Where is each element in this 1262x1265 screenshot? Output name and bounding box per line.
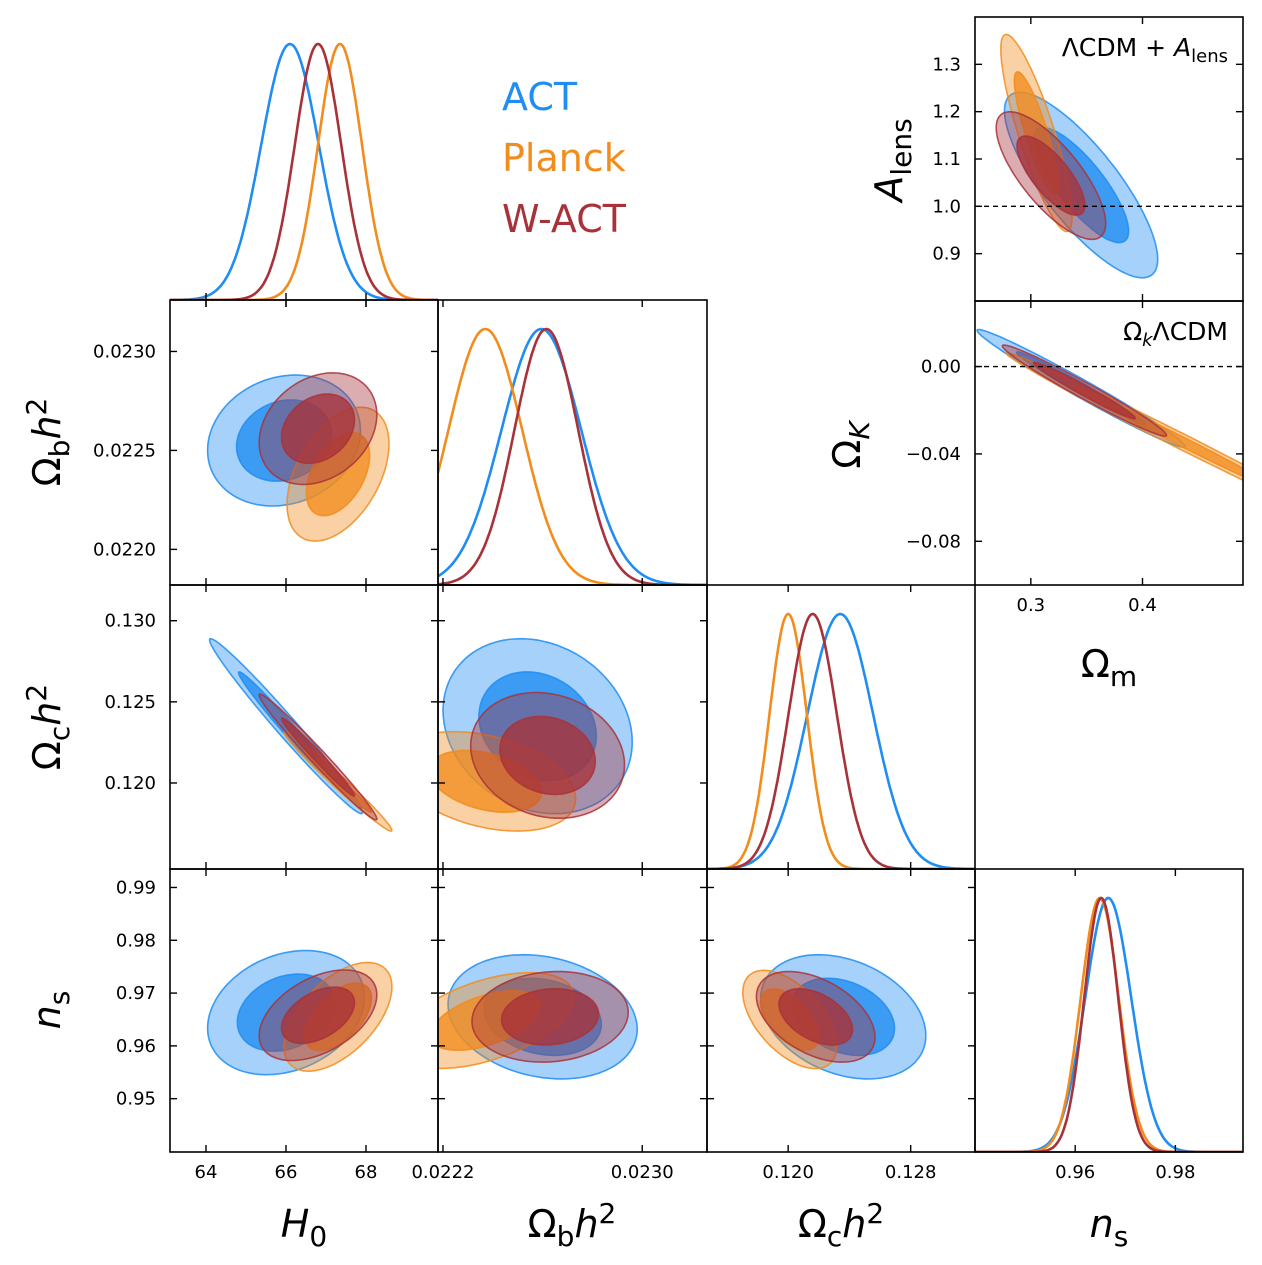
omk-panel-frame [974, 300, 1244, 586]
alens-panel-ytick-label: 0.9 [932, 244, 961, 265]
xlabel-omm: Ωm [1081, 642, 1137, 693]
xlabel-ombh2: Ωbh2 [528, 1197, 617, 1253]
panel-H0-H0-marginal [170, 42, 438, 300]
panel-ns-omch2-xtick-label: 0.120 [762, 1162, 814, 1183]
omk-panel-wact-contour-68 [1032, 361, 1137, 420]
omk-panel-title: ΩkΛCDM [1123, 317, 1228, 351]
panel-ombh2-ombh2-frame [437, 299, 708, 586]
panel-ombh2-ombh2-marginal [438, 327, 707, 585]
ylabel-ombh2: Ωbh2 [20, 398, 76, 487]
ylabel-ns: ns [25, 991, 76, 1030]
panel-ombh2-H0-ytick-label: 0.0225 [93, 440, 156, 461]
alens-panel-contours [995, 33, 1159, 279]
panel-omch2-H0-frame [169, 584, 439, 870]
panel-ns-omch2-contours [741, 953, 927, 1080]
panel-ns-ns-xtick-label: 0.96 [1055, 1162, 1095, 1183]
panel-ns-ns-act-curve [975, 896, 1243, 1152]
alens-panel-ytick-label: 1.3 [932, 54, 961, 75]
legend-wact: W-ACT [502, 197, 627, 241]
xlabel-h0: H0 [281, 1202, 327, 1253]
panel-ns-H0-ytick-label: 0.99 [116, 877, 156, 898]
alens-panel-wact-contour-68 [1016, 135, 1086, 216]
xlabel-ns: ns [1090, 1202, 1129, 1253]
alens-panel-ytick-label: 1.1 [932, 149, 961, 170]
omk-panel-planck-contour-95 [1005, 352, 1243, 482]
panel-omch2-omch2-frame [706, 584, 976, 870]
omk-panel-ytick-label: −0.08 [906, 531, 961, 552]
ylabel-omk: ΩK [825, 419, 876, 469]
omk-panel-xtick-label: 0.4 [1128, 595, 1157, 616]
panel-ns-H0-ytick-label: 0.96 [116, 1036, 156, 1057]
panel-omch2-H0-ytick-label: 0.125 [104, 692, 156, 713]
panel-ns-H0-wact-contour-68 [280, 986, 356, 1045]
panel-ns-ns-planck-curve [975, 896, 1243, 1152]
panel-ns-H0-xtick-label: 66 [275, 1162, 298, 1183]
panel-ns-ns-frame [974, 868, 1244, 1153]
panel-H0-H0-planck-curve [170, 42, 438, 300]
panel-ns-H0-xtick-label: 64 [195, 1162, 218, 1183]
panel-ombh2-H0-wact-contour-68 [280, 393, 356, 464]
panel-ns-ombh2-xtick-label: 0.0230 [611, 1162, 674, 1183]
xlabel-omch2: Ωch2 [798, 1197, 884, 1253]
panel-ombh2-H0-ytick-label: 0.0220 [93, 539, 156, 560]
panel-ns-ns-marginal [975, 896, 1243, 1152]
panel-omch2-H0-wact-contour-68 [280, 717, 356, 797]
panel-ns-ns-xtick-label: 0.98 [1155, 1162, 1195, 1183]
ylabel-alens: Alens [867, 118, 918, 204]
frame-layer [169, 16, 1244, 1153]
panel-ns-omch2-wact-contour-68 [778, 987, 854, 1046]
panel-ns-ombh2-xtick-label: 0.0222 [411, 1162, 474, 1183]
panel-ns-H0-ytick-label: 0.95 [116, 1089, 156, 1110]
panel-omch2-ombh2-contours [438, 637, 634, 832]
panel-ns-ombh2-wact-contour-68 [500, 987, 600, 1046]
omk-panel-ytick-label: 0.00 [921, 357, 961, 378]
panel-omch2-omch2-act-curve [707, 612, 975, 869]
panel-H0-H0-wact-curve [170, 42, 438, 300]
panel-ns-ns-wact-curve [975, 896, 1243, 1152]
marginal-curve-layer [170, 42, 1243, 1152]
omk-panel-xtick-label: 0.3 [1017, 595, 1046, 616]
panel-omch2-H0-contours [208, 637, 393, 832]
panel-omch2-omch2-planck-curve [707, 612, 975, 869]
panel-ns-H0-contours [206, 949, 393, 1076]
panel-ns-H0-ytick-label: 0.98 [116, 930, 156, 951]
alens-panel-title: ΛCDM + Alens [1062, 33, 1228, 67]
panel-ombh2-H0-contours [206, 372, 390, 542]
panel-ns-H0-xtick-label: 68 [355, 1162, 378, 1183]
panel-ombh2-ombh2-wact-curve [438, 327, 707, 585]
omk-panel-ytick-label: −0.04 [906, 444, 961, 465]
ylabel-omch2: Ωch2 [20, 684, 76, 770]
alens-panel-ytick-label: 1.2 [932, 102, 961, 123]
panel-ns-H0-ytick-label: 0.97 [116, 983, 156, 1004]
panel-ombh2-ombh2-act-curve [438, 327, 707, 585]
panel-ns-ombh2-contours [438, 953, 639, 1080]
panel-ombh2-H0-ytick-label: 0.0230 [93, 341, 156, 362]
legend-act: ACT [502, 75, 578, 119]
panel-omch2-ombh2-wact-contour-68 [499, 715, 597, 796]
panel-ombh2-ombh2-planck-curve [438, 327, 707, 585]
panel-omch2-omch2-wact-curve [707, 612, 975, 869]
tick-layer: 0.0220 0.0225 0.0230 0.120 0.125 0.130 64 66 68 0… [93, 17, 1243, 1183]
alens-panel-ytick-label: 1.0 [932, 196, 961, 217]
panel-omch2-H0-ytick-label: 0.120 [104, 773, 156, 794]
contour-layer [206, 33, 1243, 1080]
panel-omch2-omch2-marginal [707, 612, 975, 869]
omk-panel-contours [976, 328, 1243, 482]
legend-planck: Planck [502, 136, 626, 180]
panel-omch2-H0-ytick-label: 0.130 [104, 611, 156, 632]
panel-ns-omch2-xtick-label: 0.128 [885, 1162, 937, 1183]
